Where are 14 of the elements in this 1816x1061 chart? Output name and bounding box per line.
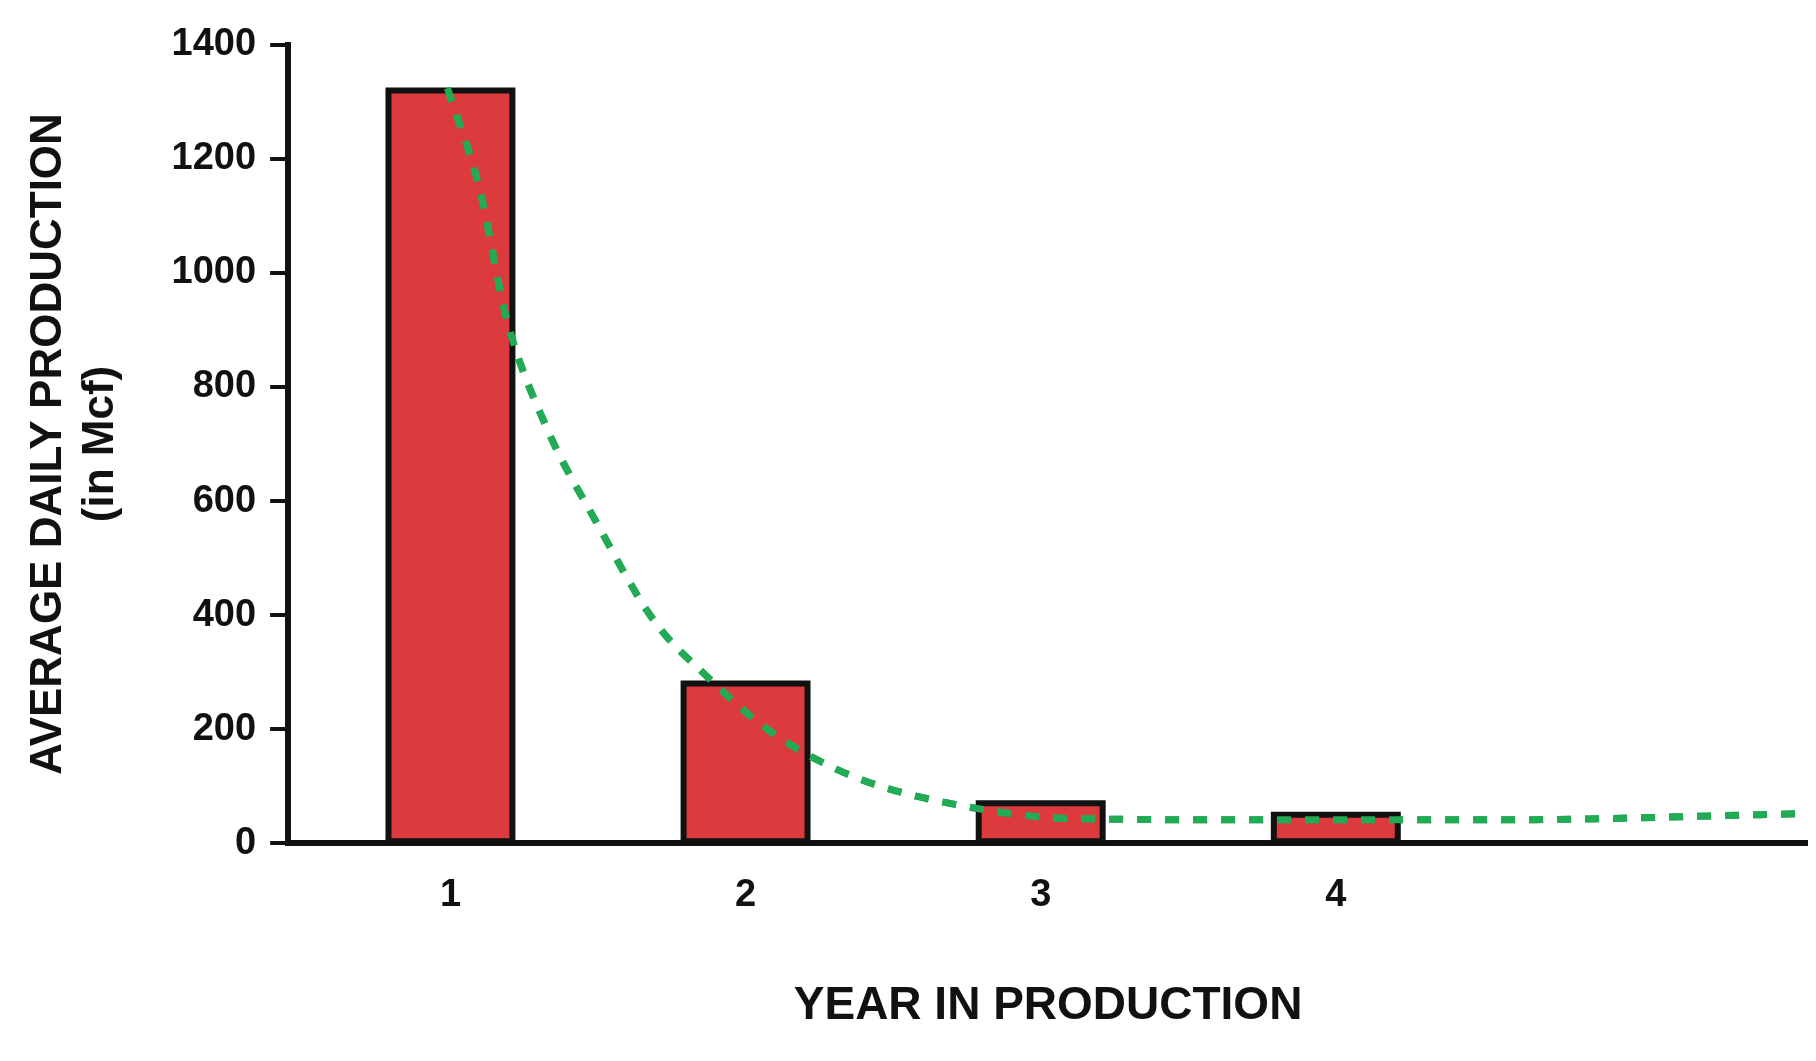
y-tick-label: 800: [192, 363, 257, 406]
y-tick-label: 400: [192, 591, 257, 634]
y-tick-label: 1400: [171, 21, 257, 64]
x-tick-label: 3: [1030, 872, 1052, 915]
y-tick-label: 600: [192, 477, 257, 520]
y-tick-label: 0: [234, 819, 257, 862]
x-tick-label: 2: [735, 872, 757, 915]
y-tick-label: 200: [192, 705, 257, 748]
x-tick-label: 1: [439, 872, 462, 915]
y-tick-label: 1000: [171, 249, 257, 292]
x-tick-label: 4: [1325, 872, 1347, 915]
x-axis-title: YEAR IN PRODUCTION: [793, 977, 1303, 1030]
y-axis-title: AVERAGE DAILY PRODUCTION (in Mcf): [20, 113, 123, 775]
y-tick-label: 1200: [171, 135, 257, 178]
